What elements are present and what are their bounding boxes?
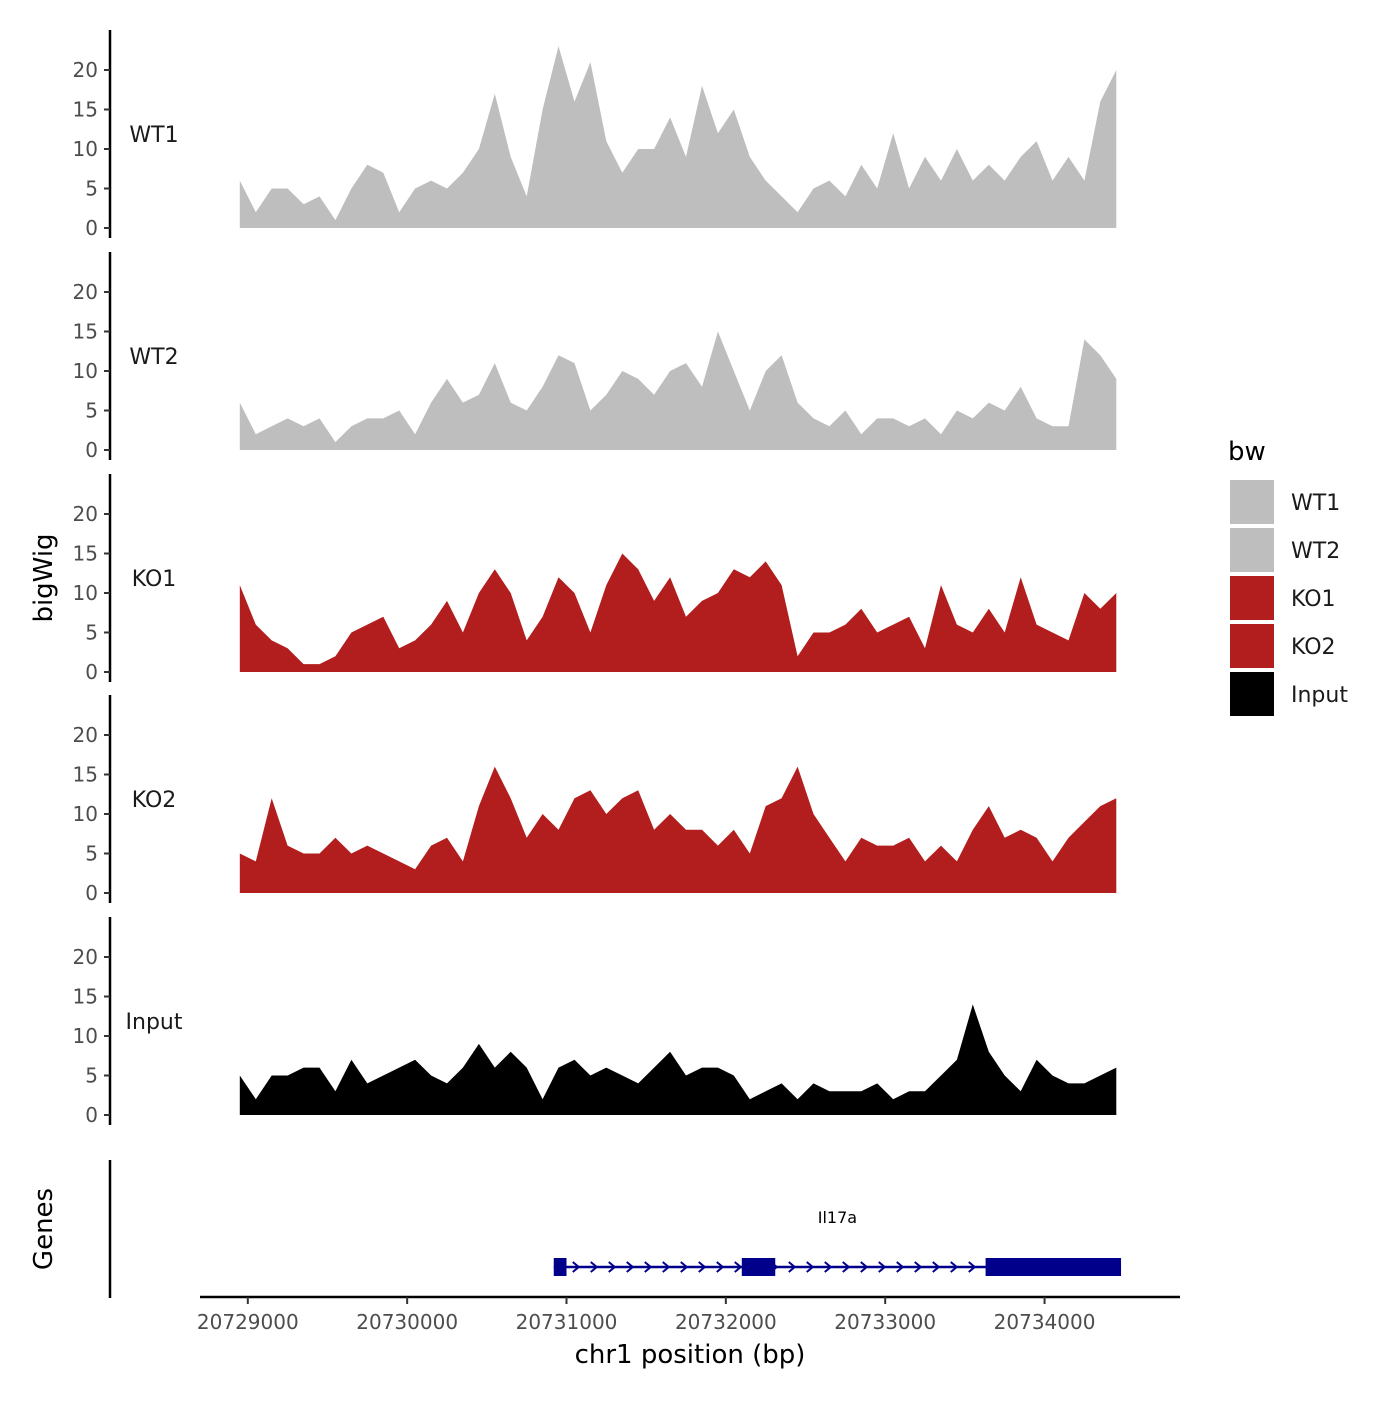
strand-arrow-icon	[806, 1261, 815, 1273]
y-tick-label: 5	[85, 399, 98, 423]
y-tick-label: 0	[85, 660, 98, 684]
y-tick-label: 15	[73, 763, 98, 787]
strand-arrow-icon	[860, 1261, 869, 1273]
track-panel-ko2: 0 5 10 15 20 KO2	[73, 695, 1117, 905]
legend-label: WT2	[1291, 539, 1340, 564]
track-panels: 0 5 10 15 20 WT1 0 5 10 15 20 WT2 0 5 10 15 20 KO1 0 5 10 15 2…	[73, 30, 1117, 1127]
strand-arrow-icon	[932, 1261, 941, 1273]
x-tick-label: 20733000	[834, 1310, 936, 1334]
gene-exon	[553, 1258, 567, 1276]
strand-arrow-icon	[716, 1261, 725, 1273]
strand-arrow-icon	[734, 1261, 743, 1273]
y-axis-title: bigWig	[29, 533, 59, 622]
y-tick-label: 10	[73, 137, 98, 161]
y-tick-label: 20	[73, 945, 98, 969]
track-panel-input: 0 5 10 15 20 Input	[73, 917, 1117, 1127]
legend-key	[1230, 624, 1274, 668]
legend-item-ko1: KO1	[1230, 576, 1336, 620]
y-tick-label: 5	[85, 842, 98, 866]
strand-arrow-icon	[590, 1261, 599, 1273]
strand-arrow-icon	[824, 1261, 833, 1273]
legend-key	[1230, 672, 1274, 716]
y-tick-label: 20	[73, 280, 98, 304]
x-tick-label: 20732000	[675, 1310, 777, 1334]
track-panel-wt2: 0 5 10 15 20 WT2	[73, 252, 1117, 462]
strand-arrow-icon	[968, 1261, 977, 1273]
y-tick-label: 0	[85, 1103, 98, 1127]
y-tick-label: 0	[85, 216, 98, 240]
panel-label-ko2: KO2	[132, 788, 177, 813]
y-tick-label: 5	[85, 177, 98, 201]
legend-key	[1230, 528, 1274, 572]
panel-label-input: Input	[126, 1010, 183, 1035]
panel-label-wt2: WT2	[129, 345, 178, 370]
x-tick-label: 20729000	[197, 1310, 299, 1334]
strand-arrow-icon	[950, 1261, 959, 1273]
signal-area-ko1	[239, 553, 1117, 672]
genes-axis-title: Genes	[29, 1188, 59, 1270]
gene-track: Il17a	[108, 1160, 1122, 1298]
x-tick-label: 20734000	[994, 1310, 1096, 1334]
y-tick-label: 15	[73, 542, 98, 566]
y-tick-label: 10	[73, 1024, 98, 1048]
signal-area-ko2	[239, 766, 1117, 893]
gene-name-label: Il17a	[818, 1208, 857, 1227]
legend-key	[1230, 576, 1274, 620]
track-panel-ko1: 0 5 10 15 20 KO1	[73, 474, 1117, 684]
signal-area-input	[239, 1004, 1117, 1115]
strand-arrow-icon	[662, 1261, 671, 1273]
y-tick-label: 15	[73, 985, 98, 1009]
legend: WT1 WT2 KO1 KO2 Input	[1230, 480, 1348, 716]
y-tick-label: 0	[85, 438, 98, 462]
legend-key	[1230, 480, 1274, 524]
strand-arrow-icon	[878, 1261, 887, 1273]
y-tick-label: 20	[73, 502, 98, 526]
strand-arrow-icon	[608, 1261, 617, 1273]
gene-il17a: Il17a	[553, 1208, 1122, 1276]
legend-item-input: Input	[1230, 672, 1348, 716]
strand-arrow-icon	[896, 1261, 905, 1273]
x-tick-label: 20730000	[356, 1310, 458, 1334]
y-tick-label: 15	[73, 98, 98, 122]
panel-label-wt1: WT1	[129, 123, 178, 148]
legend-label: WT1	[1291, 491, 1340, 516]
y-tick-label: 15	[73, 320, 98, 344]
gene-exon	[985, 1258, 1122, 1276]
legend-item-wt1: WT1	[1230, 480, 1340, 524]
gene-exon	[741, 1258, 776, 1276]
legend-label: KO2	[1291, 635, 1336, 660]
y-tick-label: 10	[73, 581, 98, 605]
track-panel-wt1: 0 5 10 15 20 WT1	[73, 30, 1117, 240]
strand-arrow-icon	[644, 1261, 653, 1273]
y-tick-label: 20	[73, 58, 98, 82]
strand-arrow-icon	[914, 1261, 923, 1273]
y-tick-label: 5	[85, 1064, 98, 1088]
legend-item-ko2: KO2	[1230, 624, 1336, 668]
strand-arrow-icon	[698, 1261, 707, 1273]
strand-arrow-icon	[842, 1261, 851, 1273]
panel-label-ko1: KO1	[132, 567, 177, 592]
y-tick-label: 5	[85, 621, 98, 645]
strand-arrow-icon	[788, 1261, 797, 1273]
legend-item-wt2: WT2	[1230, 528, 1340, 572]
legend-label: KO1	[1291, 587, 1336, 612]
x-axis: 20729000 20730000 20731000 20732000 20733000…	[197, 1295, 1180, 1334]
legend-title: bw	[1228, 437, 1266, 467]
x-tick-label: 20731000	[516, 1310, 618, 1334]
strand-arrow-icon	[572, 1261, 581, 1273]
signal-area-wt1	[239, 46, 1117, 228]
y-tick-label: 20	[73, 723, 98, 747]
strand-arrow-icon	[680, 1261, 689, 1273]
y-tick-label: 0	[85, 881, 98, 905]
legend-label: Input	[1291, 683, 1348, 708]
strand-arrow-icon	[626, 1261, 635, 1273]
y-tick-label: 10	[73, 359, 98, 383]
x-axis-title: chr1 position (bp)	[575, 1340, 806, 1370]
y-tick-label: 10	[73, 802, 98, 826]
signal-area-wt2	[239, 331, 1117, 450]
